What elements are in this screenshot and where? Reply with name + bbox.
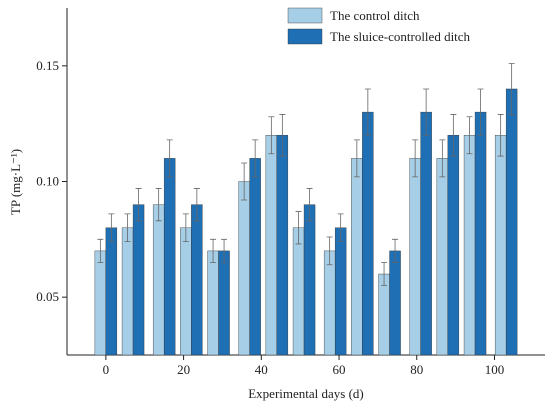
error-bar xyxy=(295,211,302,245)
bar xyxy=(323,250,336,356)
error-bar xyxy=(268,116,275,155)
y-tick-label: 0.10 xyxy=(36,174,59,189)
error-bar xyxy=(423,88,430,136)
error-bar xyxy=(193,188,200,222)
legend-label: The sluice-controlled ditch xyxy=(330,29,471,44)
x-tick-label: 0 xyxy=(103,362,110,377)
error-bar xyxy=(182,213,189,243)
bar xyxy=(474,111,487,356)
legend-swatch xyxy=(287,7,323,24)
x-tick-label: 60 xyxy=(333,362,346,377)
bar xyxy=(132,204,145,356)
bar xyxy=(447,135,460,356)
error-bar xyxy=(508,63,515,115)
error-bar xyxy=(166,139,173,178)
error-bar xyxy=(477,88,484,136)
error-bar xyxy=(252,139,259,178)
bar xyxy=(238,181,250,356)
x-tick-label: 100 xyxy=(485,362,505,377)
error-bar xyxy=(364,88,371,136)
bar xyxy=(249,158,261,356)
error-bar xyxy=(221,238,228,263)
error-bar xyxy=(279,114,286,157)
x-axis-title: Experimental days (d) xyxy=(248,386,364,401)
bar xyxy=(303,204,316,356)
legend-label: The control ditch xyxy=(330,8,420,23)
bar xyxy=(152,204,165,356)
bar xyxy=(494,135,507,356)
error-bar xyxy=(466,116,473,155)
bar xyxy=(292,227,305,356)
bar xyxy=(94,250,107,356)
x-tick-label: 80 xyxy=(410,362,423,377)
error-bar xyxy=(135,188,142,222)
bar xyxy=(409,158,421,356)
bar xyxy=(351,158,363,356)
error-bar xyxy=(108,213,115,243)
bar xyxy=(191,204,203,356)
bar xyxy=(378,273,390,356)
bar xyxy=(334,227,347,356)
x-tick-label: 40 xyxy=(255,362,268,377)
bar xyxy=(265,135,278,356)
x-tick-label: 20 xyxy=(177,362,190,377)
error-bar xyxy=(155,188,162,222)
error-bar xyxy=(353,139,360,178)
bar xyxy=(180,227,192,356)
bar xyxy=(207,250,219,356)
legend-swatch xyxy=(287,28,323,45)
y-tick-label: 0.05 xyxy=(36,289,59,304)
error-bar xyxy=(450,114,457,157)
bar xyxy=(163,158,176,356)
bar xyxy=(105,227,118,356)
error-bar xyxy=(412,139,419,178)
error-bar xyxy=(381,262,388,286)
error-bar xyxy=(306,188,313,222)
error-bar xyxy=(97,238,104,263)
error-bar xyxy=(392,238,399,263)
bar xyxy=(436,158,449,356)
error-bar xyxy=(439,139,446,178)
error-bar xyxy=(241,162,248,201)
bar xyxy=(218,250,230,356)
bar xyxy=(463,135,476,356)
bar xyxy=(505,88,518,356)
bar xyxy=(389,250,401,356)
error-bar xyxy=(497,114,504,157)
error-bar xyxy=(124,213,131,243)
error-bar xyxy=(210,238,217,263)
error-bar xyxy=(326,236,333,266)
y-axis-title: TP (mg·L⁻¹) xyxy=(8,149,23,215)
bar xyxy=(362,111,374,356)
bar xyxy=(276,135,289,356)
bar xyxy=(121,227,134,356)
bar xyxy=(420,111,432,356)
y-tick-label: 0.15 xyxy=(36,58,59,73)
error-bar xyxy=(337,213,344,243)
